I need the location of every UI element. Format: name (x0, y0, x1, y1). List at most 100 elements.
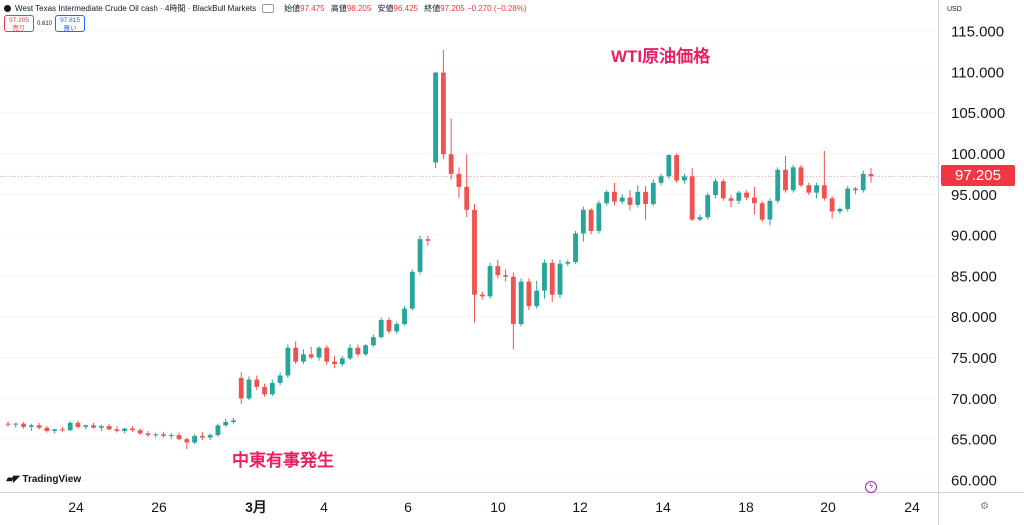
candle-body (821, 185, 827, 199)
candle-body (378, 319, 384, 338)
candle-body (402, 308, 407, 325)
candle (13, 422, 19, 428)
candle-body (254, 379, 260, 387)
candle (674, 153, 680, 183)
candle (277, 372, 283, 386)
candle (238, 372, 244, 405)
buy-button[interactable]: 97.815 買い (55, 15, 86, 32)
candle (619, 194, 625, 205)
candle-body (153, 434, 159, 436)
tradingview-logo[interactable]: ▰◤ TradingView (6, 474, 81, 485)
candle (580, 206, 586, 242)
settings-icon[interactable]: ⚙ (980, 501, 989, 512)
candle (759, 200, 765, 223)
candle (806, 182, 812, 196)
symbol-header: West Texas Intermediate Crude Oil cash ·… (4, 3, 527, 14)
current-price-label: 97.205 (941, 165, 1015, 186)
candle (853, 186, 858, 195)
candle (355, 344, 361, 357)
y-tick-label: 100.000 (951, 146, 1005, 163)
candle-body (199, 435, 205, 438)
candle (5, 421, 11, 427)
candle-body (806, 185, 812, 193)
buy-price: 97.815 (60, 17, 80, 24)
candle-body (176, 435, 182, 440)
candle-body (114, 429, 120, 432)
sell-button[interactable]: 97.205 売り (4, 15, 34, 32)
candle-body (339, 358, 345, 365)
candle-body (293, 347, 299, 362)
candle (720, 178, 726, 201)
candle (448, 118, 454, 180)
candle (394, 321, 400, 334)
candle-body (207, 435, 213, 438)
candle (837, 207, 843, 214)
candle (705, 192, 711, 220)
x-tick-label: 14 (655, 499, 671, 515)
candle (129, 426, 135, 432)
high-value: 98.205 (346, 4, 372, 13)
candle (339, 355, 345, 367)
candle-body (91, 425, 96, 428)
candle (596, 200, 602, 234)
y-tick-label: 60.000 (951, 473, 997, 490)
candle-body (619, 197, 625, 202)
candle-body (557, 263, 563, 295)
x-tick-label: 26 (151, 499, 167, 515)
candle (643, 186, 648, 220)
candle-body (845, 188, 851, 209)
x-tick-label: 20 (820, 499, 836, 515)
candle-body (674, 155, 680, 181)
x-tick-label: 3月 (245, 499, 267, 515)
candle (308, 346, 314, 360)
candle-body (106, 426, 112, 430)
candle-body (775, 169, 781, 201)
candle (67, 421, 73, 432)
candle (114, 426, 120, 433)
change-value: −0.270 (−0.28%) (466, 4, 527, 13)
price-axis[interactable]: 115.000 110.000 105.000 100.000 95.000 90.000… (951, 24, 1005, 490)
candle (176, 432, 182, 440)
candle-body (347, 347, 353, 359)
candle-body (565, 262, 571, 264)
candle (565, 259, 571, 267)
currency-label[interactable]: USD (947, 6, 962, 13)
candle (215, 423, 221, 437)
candle-body (472, 209, 477, 295)
candle-body (588, 209, 594, 232)
ohlc-values: 始値97.475 高値98.205 安値96.425 終値97.205 −0.2… (280, 3, 526, 14)
lightning-icon[interactable]: ϟ (865, 481, 877, 493)
candle (573, 231, 578, 264)
candle-body (363, 345, 369, 355)
candle (868, 168, 874, 183)
y-tick-label: 85.000 (951, 268, 997, 285)
candle (627, 190, 633, 211)
candle-body (510, 276, 516, 325)
candle-body (122, 428, 128, 432)
y-tick-label: 95.000 (951, 187, 997, 204)
candle-body (231, 420, 236, 423)
candle-body (713, 181, 718, 196)
candle (332, 355, 337, 369)
symbol-title: West Texas Intermediate Crude Oil cash ·… (15, 4, 257, 13)
sell-label: 売り (12, 25, 26, 32)
candle (542, 259, 547, 299)
open-value: 97.475 (300, 4, 325, 13)
candle (440, 49, 446, 160)
candle-body (371, 337, 376, 346)
candle (378, 317, 384, 339)
candle (860, 170, 866, 193)
candle-body (487, 266, 493, 297)
buy-label: 買い (63, 25, 77, 32)
candle-body (526, 281, 532, 307)
candle (21, 422, 26, 429)
time-axis[interactable]: 24 26 3月 4 6 10 12 14 18 20 24 (68, 499, 920, 515)
candle (52, 428, 58, 434)
candle (814, 182, 819, 199)
candle (658, 173, 664, 186)
sell-price: 97.205 (9, 17, 29, 24)
candle-body (596, 203, 602, 232)
candle-body (98, 426, 104, 428)
candle (98, 424, 104, 432)
